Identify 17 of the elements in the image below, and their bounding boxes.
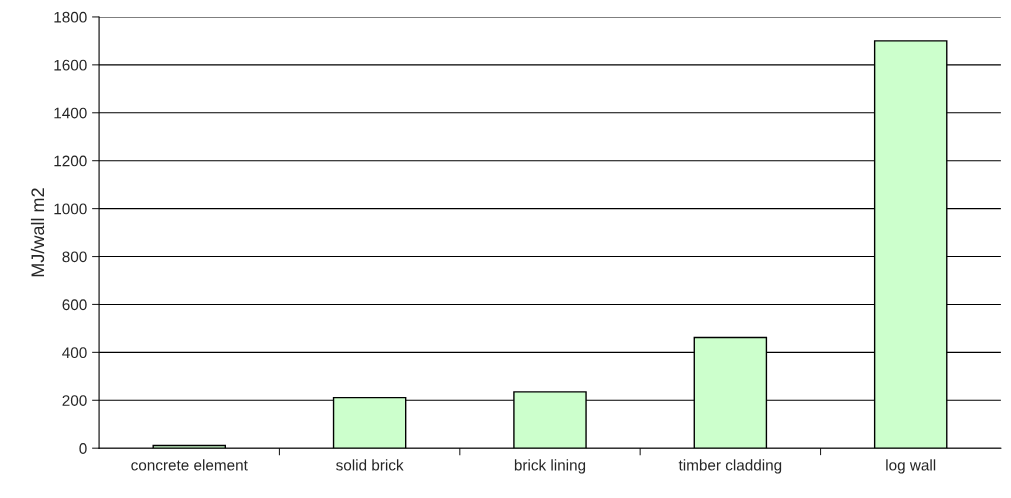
- y-tick-label: 1000: [54, 203, 87, 215]
- x-tick-label: concrete element: [131, 459, 248, 471]
- y-tick-label: 1800: [54, 11, 87, 23]
- x-tick-label: solid brick: [336, 459, 404, 471]
- y-tick-label: 200: [62, 395, 87, 406]
- y-tick-label: 1400: [54, 107, 87, 119]
- x-tick-label: timber cladding: [678, 459, 782, 474]
- y-tick-label: 1200: [54, 155, 87, 167]
- y-tick-label: 600: [62, 299, 87, 311]
- y-axis-title: MJ/wall m2: [30, 188, 45, 277]
- y-tick-label: 0: [79, 443, 87, 454]
- y-tick-label: 400: [62, 347, 87, 359]
- x-tick-label: brick lining: [514, 459, 586, 474]
- y-tick-label: 800: [62, 251, 87, 263]
- x-tick-label: log wall: [886, 459, 936, 474]
- bar: [152, 444, 227, 449]
- y-tick-label: 1600: [54, 59, 87, 71]
